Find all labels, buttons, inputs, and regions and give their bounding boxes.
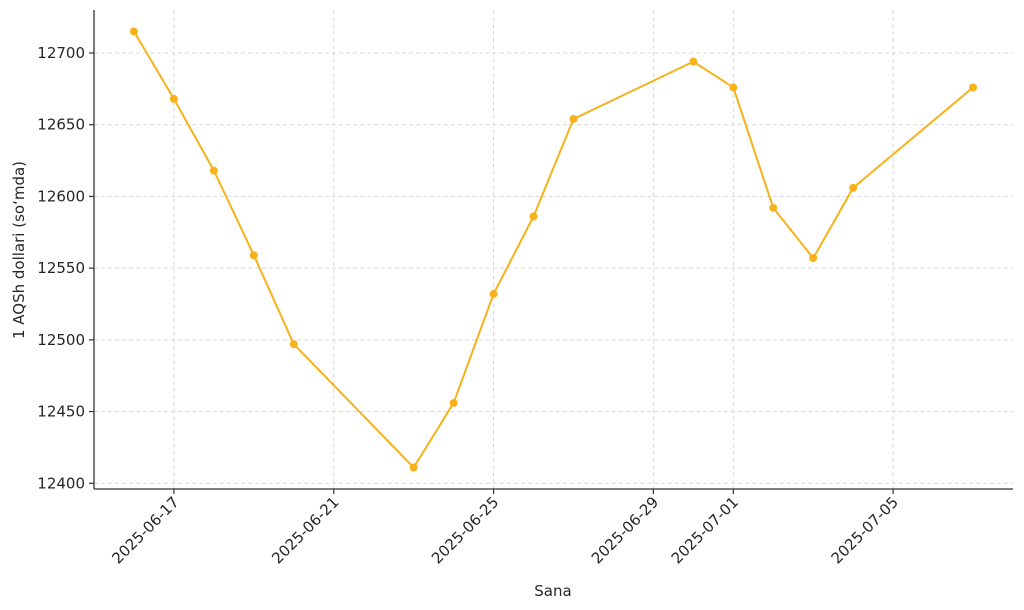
point xyxy=(729,83,738,92)
point xyxy=(569,114,578,123)
x-tick-label: 2025-07-01 xyxy=(668,493,742,567)
x-tick-label: 2025-06-29 xyxy=(588,493,662,567)
y-tick-label: 12650 xyxy=(37,116,85,134)
y-tick-label: 12550 xyxy=(37,259,85,277)
point xyxy=(769,203,778,212)
point xyxy=(409,463,418,472)
y-tick-label: 12450 xyxy=(37,403,85,421)
point xyxy=(809,254,818,263)
line xyxy=(133,31,974,470)
point xyxy=(209,166,218,175)
y-tick-label: 12600 xyxy=(37,187,85,205)
y-tick-label: 12700 xyxy=(37,44,85,62)
y-tick-label: 12500 xyxy=(37,331,85,349)
y-axis-label: 1 AQSh dollari (so‘mda) xyxy=(10,161,28,339)
point xyxy=(129,27,138,36)
x-tick-label: 2025-06-25 xyxy=(428,493,502,567)
point xyxy=(849,183,858,192)
point xyxy=(449,398,458,407)
y-tick-label: 12400 xyxy=(37,474,85,492)
point xyxy=(529,212,538,221)
x-tick-label: 2025-07-05 xyxy=(828,493,902,567)
point xyxy=(289,340,298,349)
point xyxy=(689,57,698,66)
x-tick-label: 2025-06-21 xyxy=(268,493,342,567)
point xyxy=(249,251,258,260)
point xyxy=(169,94,178,103)
point xyxy=(489,289,498,298)
x-axis-label: Sana xyxy=(534,582,571,600)
point xyxy=(969,83,978,92)
x-tick-label: 2025-06-17 xyxy=(108,493,182,567)
